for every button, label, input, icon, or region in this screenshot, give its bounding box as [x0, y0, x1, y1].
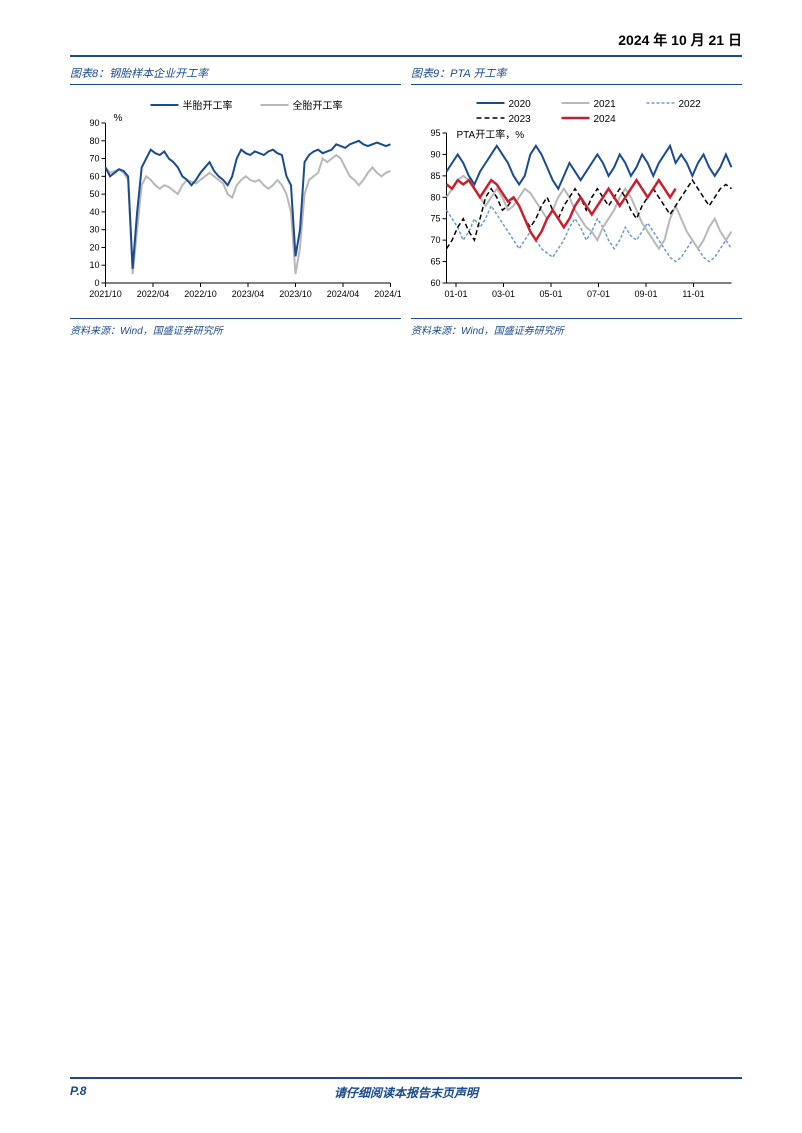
svg-text:2024/04: 2024/04 [327, 289, 360, 299]
charts-container: 图表8：钢胎样本企业开工率 半胎开工率 全胎开工率 0 10 20 30 40 50 60 70 8… [70, 65, 742, 337]
svg-text:03-01: 03-01 [492, 289, 515, 299]
svg-text:75: 75 [430, 214, 440, 224]
svg-text:半胎开工率: 半胎开工率 [183, 99, 233, 112]
svg-text:2020: 2020 [509, 99, 532, 110]
svg-text:95: 95 [430, 128, 440, 138]
svg-text:85: 85 [430, 171, 440, 181]
svg-text:70: 70 [430, 235, 440, 245]
svg-text:80: 80 [430, 192, 440, 202]
svg-text:70: 70 [89, 154, 99, 164]
svg-text:50: 50 [89, 189, 99, 199]
chart9-title: 图表9：PTA 开工率 [411, 65, 742, 85]
svg-text:2023/04: 2023/04 [232, 289, 265, 299]
chart8-svg: 半胎开工率 全胎开工率 0 10 20 30 40 50 60 70 80 90% 2021/10 202… [70, 93, 401, 308]
chart9-svg: 2020 2021 2022 2023 2024 60 65 70 75 80 85 90 95 PTA开… [411, 93, 742, 308]
page-date: 2024 年 10 月 21 日 [618, 30, 742, 50]
svg-text:40: 40 [89, 207, 99, 217]
header-rule [70, 55, 742, 57]
svg-text:2023/10: 2023/10 [279, 289, 312, 299]
svg-text:07-01: 07-01 [587, 289, 610, 299]
svg-text:20: 20 [89, 242, 99, 252]
svg-text:90: 90 [430, 149, 440, 159]
svg-text:10: 10 [89, 260, 99, 270]
svg-text:2021: 2021 [594, 99, 617, 110]
svg-text:2023: 2023 [509, 114, 532, 125]
svg-text:PTA开工率，%: PTA开工率，% [457, 128, 525, 141]
chart8-title: 图表8：钢胎样本企业开工率 [70, 65, 401, 85]
svg-text:2022/04: 2022/04 [137, 289, 170, 299]
svg-text:60: 60 [89, 171, 99, 181]
svg-text:2022/10: 2022/10 [184, 289, 217, 299]
chart9-source: 资料来源：Wind，国盛证券研究所 [411, 318, 742, 337]
chart8-panel: 图表8：钢胎样本企业开工率 半胎开工率 全胎开工率 0 10 20 30 40 50 60 70 8… [70, 65, 401, 337]
chart8-source: 资料来源：Wind，国盛证券研究所 [70, 318, 401, 337]
svg-text:全胎开工率: 全胎开工率 [293, 99, 343, 112]
svg-text:09-01: 09-01 [634, 289, 657, 299]
svg-text:80: 80 [89, 136, 99, 146]
svg-text:65: 65 [430, 257, 440, 267]
page-number: P.8 [70, 1084, 86, 1098]
svg-text:05-01: 05-01 [539, 289, 562, 299]
footer-disclaimer: 请仔细阅读本报告末页声明 [334, 1084, 478, 1101]
svg-text:60: 60 [430, 278, 440, 288]
svg-text:30: 30 [89, 225, 99, 235]
svg-text:0: 0 [94, 278, 99, 288]
chart9-panel: 图表9：PTA 开工率 2020 2021 2022 2023 2024 60 65 70 75… [411, 65, 742, 337]
svg-text:01-01: 01-01 [444, 289, 467, 299]
svg-text:90: 90 [89, 118, 99, 128]
svg-text:2024: 2024 [594, 114, 617, 125]
svg-text:2021/10: 2021/10 [89, 289, 122, 299]
svg-text:2022: 2022 [679, 99, 702, 110]
svg-text:%: % [114, 113, 123, 124]
svg-text:11-01: 11-01 [682, 289, 704, 299]
page-footer: P.8 请仔细阅读本报告末页声明 [70, 1077, 742, 1098]
svg-text:2024/10: 2024/10 [374, 289, 401, 299]
